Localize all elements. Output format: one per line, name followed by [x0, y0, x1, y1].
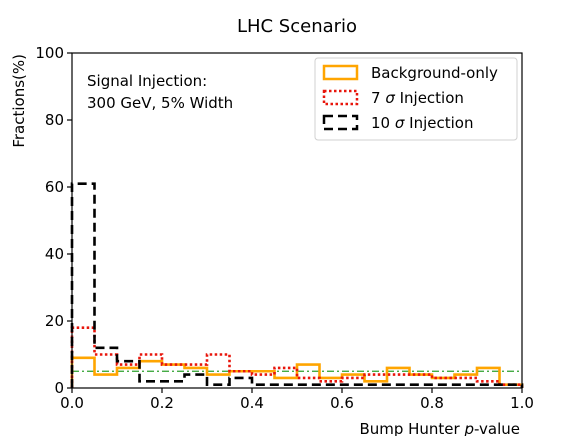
series-layer — [70, 182, 524, 388]
legend-box — [314, 57, 518, 141]
y-tick-label: 60 — [45, 178, 64, 196]
legend-swatch-7-sigma — [322, 89, 359, 106]
legend-swatch-10-sigma — [322, 114, 359, 131]
annotation: Signal Injection: 300 GeV, 5% Width — [87, 72, 233, 112]
y-tick-label: 80 — [45, 111, 64, 129]
legend-swatch-background-only — [322, 64, 359, 81]
legend-label-10-sigma-prefix: 10 — [371, 114, 395, 132]
chart-title: LHC Scenario — [237, 16, 357, 37]
y-tick-label: 100 — [35, 44, 64, 62]
legend-label-7-sigma-symbol: σ — [385, 89, 395, 107]
legend-label-7-sigma: 7 σ Injection — [371, 89, 464, 107]
plot-area — [70, 52, 524, 389]
legend-label-background-only: Background-only — [371, 64, 498, 82]
x-axis-label-suffix: -value — [474, 420, 520, 436]
annotation-line-2: 300 GeV, 5% Width — [87, 94, 233, 112]
legend-label-10-sigma: 10 σ Injection — [371, 114, 473, 132]
legend: Background-only 7 σ Injection 10 σ Injec… — [314, 57, 518, 141]
legend-label-7-sigma-suffix: Injection — [395, 89, 464, 107]
x-axis-label: Bump Hunter p-value — [359, 420, 520, 436]
x-axis-ticks: 0.0 0.2 0.4 0.6 0.8 1.0 — [60, 388, 534, 412]
x-tick-label: 0.8 — [420, 394, 444, 412]
x-tick-label: 0.2 — [150, 394, 174, 412]
x-tick-label: 0.4 — [240, 394, 264, 412]
annotation-line-1: Signal Injection: — [87, 72, 207, 90]
y-axis-ticks: 0 20 40 60 80 100 — [35, 44, 72, 397]
legend-label-7-sigma-prefix: 7 — [371, 89, 385, 107]
x-tick-label: 0.6 — [330, 394, 354, 412]
y-tick-label: 40 — [45, 245, 64, 263]
x-tick-label: 1.0 — [510, 394, 534, 412]
series-2-step — [70, 182, 524, 388]
y-axis-label: Fractions(%) — [10, 54, 28, 148]
legend-label-10-sigma-suffix: Injection — [404, 114, 473, 132]
y-tick-label: 20 — [45, 312, 64, 330]
legend-label-10-sigma-symbol: σ — [395, 114, 405, 132]
y-tick-label: 0 — [54, 379, 64, 397]
plot-frame — [71, 52, 523, 389]
x-axis-label-prefix: Bump Hunter — [359, 420, 464, 436]
x-tick-label: 0.0 — [60, 394, 84, 412]
x-axis-label-italic: p — [463, 420, 474, 436]
